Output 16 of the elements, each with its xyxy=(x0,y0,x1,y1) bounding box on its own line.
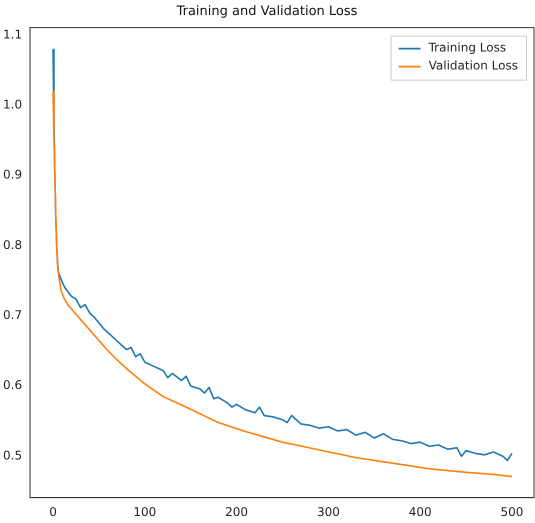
x-tick-label: 0 xyxy=(49,504,57,519)
chart-title: Training and Validation Loss xyxy=(176,4,358,20)
x-tick-label: 500 xyxy=(500,504,524,519)
y-tick-label: 1.0 xyxy=(2,98,22,112)
y-tick-label: 0.8 xyxy=(2,238,22,252)
y-tick-label: 0.7 xyxy=(2,308,22,322)
x-tick-label: 100 xyxy=(133,504,156,519)
legend-label: Validation Loss xyxy=(428,58,518,73)
x-tick-label: 400 xyxy=(408,504,432,519)
y-tick-label: 0.9 xyxy=(2,168,22,182)
y-tick-label: 0.5 xyxy=(2,448,22,462)
x-tick-label: 200 xyxy=(225,504,248,519)
y-tick-label: 0.6 xyxy=(2,378,22,392)
y-tick-label: 1.1 xyxy=(2,27,22,42)
x-tick-label: 300 xyxy=(316,504,340,519)
legend-label: Training Loss xyxy=(428,40,506,55)
